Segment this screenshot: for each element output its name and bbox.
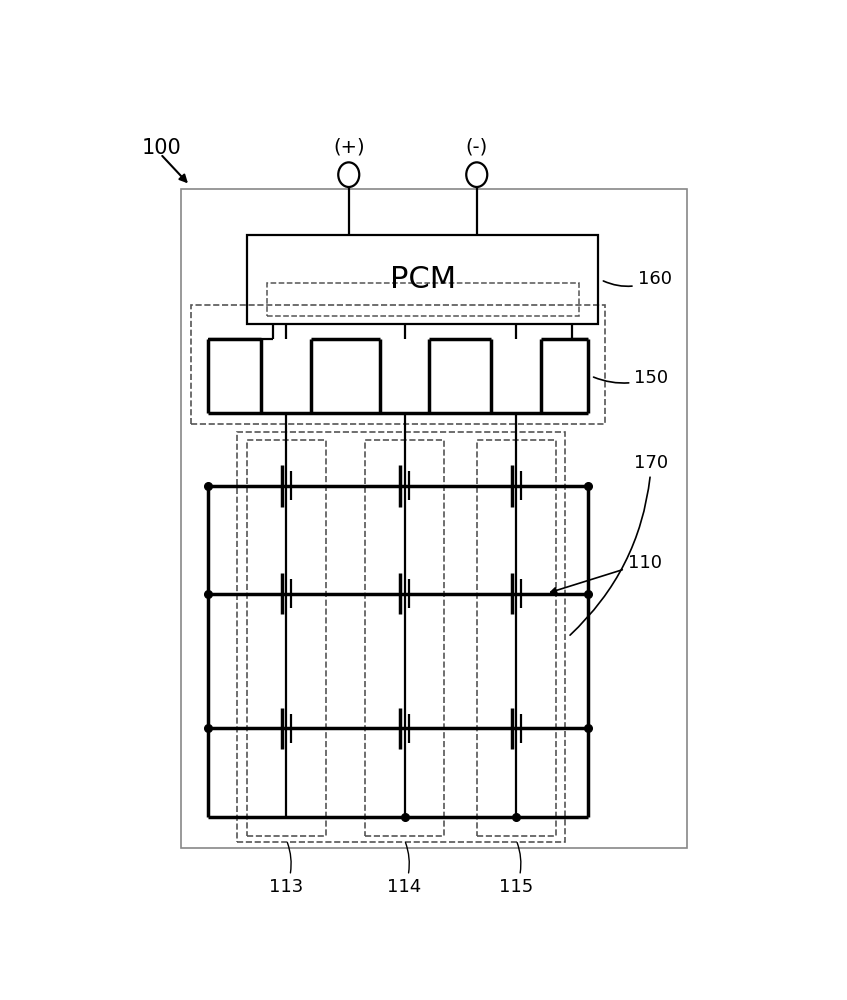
Text: PCM: PCM (390, 265, 456, 294)
Text: 115: 115 (499, 843, 534, 896)
Bar (247, 235, 598, 324)
Text: (-): (-) (466, 137, 488, 156)
Text: 160: 160 (603, 270, 672, 288)
Text: 110: 110 (551, 554, 662, 593)
Bar (181, 189, 687, 848)
Bar (477, 440, 556, 836)
Text: 113: 113 (269, 843, 303, 896)
Text: (+): (+) (333, 137, 364, 156)
Text: 170: 170 (570, 454, 668, 635)
Bar (365, 440, 444, 836)
Text: 114: 114 (387, 843, 422, 896)
Bar (237, 432, 565, 842)
Bar (267, 283, 579, 316)
Text: 100: 100 (142, 138, 182, 158)
Bar (247, 440, 326, 836)
Bar (191, 305, 605, 424)
Text: 150: 150 (594, 369, 668, 387)
